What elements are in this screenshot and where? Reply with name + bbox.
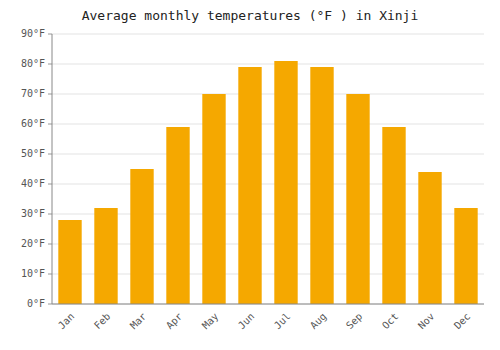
axes (52, 34, 484, 304)
grid-line (52, 64, 484, 65)
tick-label: May (200, 311, 221, 332)
tick-label: 20°F (21, 238, 45, 249)
tick-label: 60°F (21, 118, 45, 129)
bar (130, 169, 153, 304)
bar (346, 94, 369, 304)
tick-label: Jun (236, 311, 257, 332)
title: Average monthly temperatures (°F ) in Xi… (82, 8, 419, 23)
tick-label: Jan (56, 311, 77, 332)
tick-label: 50°F (21, 148, 45, 159)
bar (58, 220, 81, 304)
grid-line (52, 124, 484, 125)
tick-label: 90°F (21, 28, 45, 39)
grid-line (52, 34, 484, 35)
tick-label: Sep (344, 311, 365, 332)
bar (274, 61, 297, 304)
tick-label: Nov (416, 311, 437, 332)
tick-label: Apr (164, 311, 185, 332)
grid-line (52, 154, 484, 155)
tick-label: Mar (128, 311, 149, 332)
bar (418, 172, 441, 304)
tick-label: 30°F (21, 208, 45, 219)
tick-mark (48, 184, 52, 185)
tick-label: Jul (272, 311, 293, 332)
tick-mark (48, 34, 52, 35)
tick-mark (48, 94, 52, 95)
tick-mark (48, 274, 52, 275)
bar (166, 127, 189, 304)
tick-mark (48, 244, 52, 245)
grid-line (52, 304, 484, 305)
bar (94, 208, 117, 304)
bar (454, 208, 477, 304)
tick-label: 70°F (21, 88, 45, 99)
bars (58, 61, 477, 304)
tick-label: 40°F (21, 178, 45, 189)
x-axis-line (52, 304, 484, 305)
tick-mark (48, 304, 52, 305)
y-axis: 0°F 10°F 20°F 30°F 40°F 50°F 60°F 70°F 80°F 90°F (21, 28, 52, 309)
bar (238, 67, 261, 304)
tick-label: 0°F (27, 298, 45, 309)
tick-mark (48, 214, 52, 215)
tick-label: Dec (452, 311, 473, 332)
tick-label: Aug (308, 311, 329, 332)
tick-label: 80°F (21, 58, 45, 69)
tick-label: Oct (380, 311, 401, 332)
chart: 0°F 10°F 20°F 30°F 40°F 50°F 60°F 70°F 80°F 90°F J… (0, 0, 500, 350)
tick-mark (48, 124, 52, 125)
bar (382, 127, 405, 304)
y-axis-line (52, 34, 53, 304)
tick-label: Feb (92, 311, 113, 332)
bar (202, 94, 225, 304)
grid-line (52, 94, 484, 95)
tick-label: 10°F (21, 268, 45, 279)
grid (52, 34, 484, 304)
tick-mark (48, 64, 52, 65)
bar (310, 67, 333, 304)
x-axis: Jan Feb Mar Apr May Jun Jul Aug Sep Oct Nov Dec (56, 311, 473, 332)
tick-mark (48, 154, 52, 155)
